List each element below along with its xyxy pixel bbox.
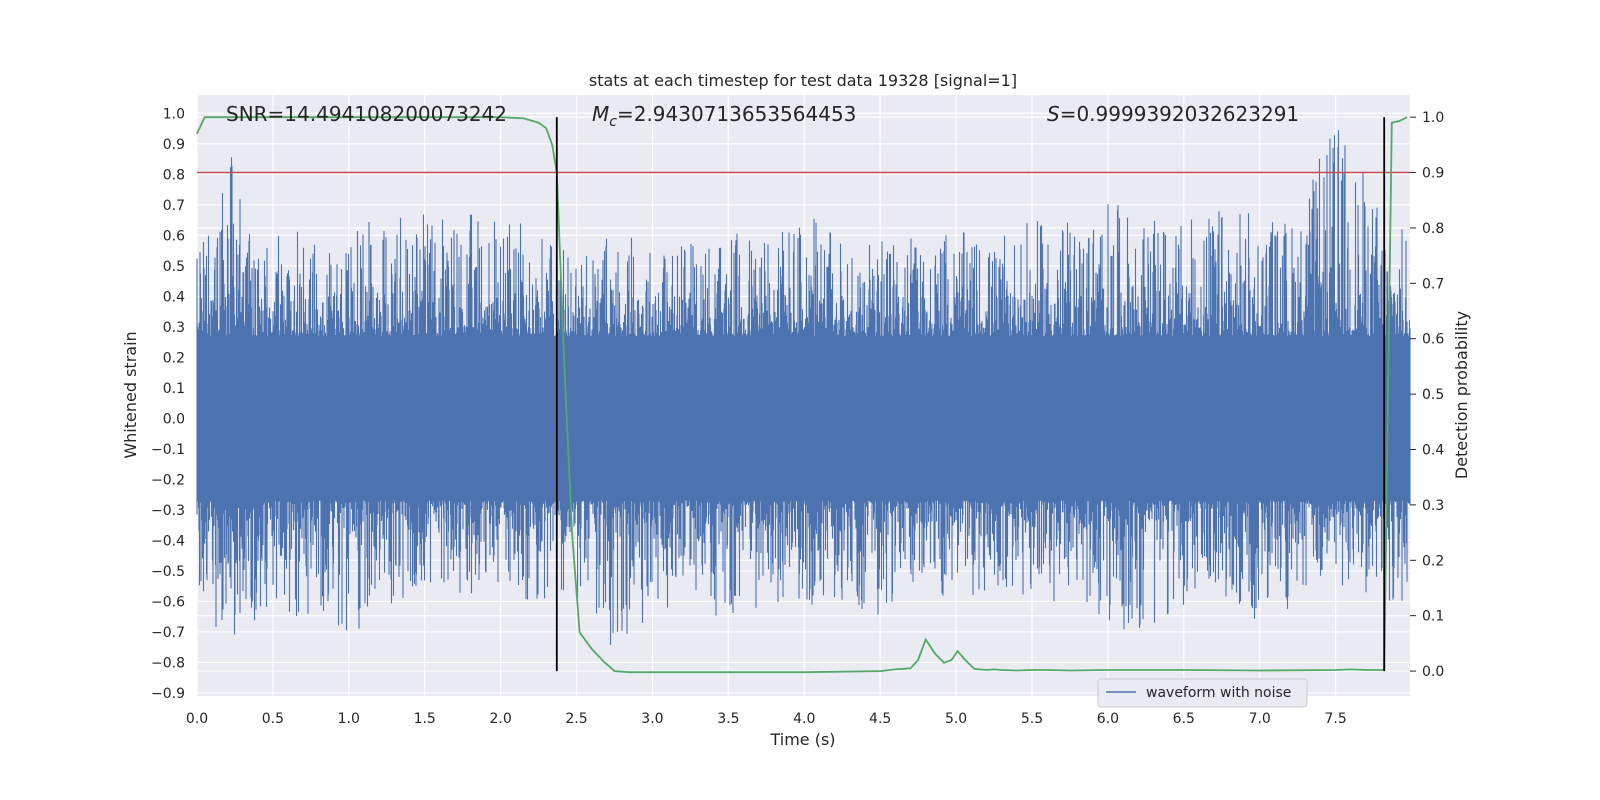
y2-tick-label: 0.4 (1422, 443, 1444, 459)
y-tick-label: 0.4 (163, 289, 185, 305)
x-axis-label: Time (s) (769, 730, 835, 749)
y2-tick-label: 0.2 (1422, 553, 1444, 569)
x-tick-labels: 0.0 0.5 1.0 1.5 2.0 2.5 3.0 3.5 4.0 4.5 5.0 5.5 6.0 6… (186, 711, 1347, 727)
y-tick-label: 0.5 (163, 259, 185, 275)
snr-annotation: SNR=14.494108200073242 (226, 102, 507, 126)
legend: waveform with noise (1097, 678, 1308, 708)
y-tick-label: 0.3 (163, 320, 185, 336)
x-tick-label: 1.0 (338, 711, 360, 727)
detection-probability-line (196, 116, 1408, 674)
score-annotation: S=0.9999392032623291 (1047, 102, 1299, 126)
x-tick-label: 2.5 (565, 711, 587, 727)
x-tick-label: 0.0 (186, 711, 208, 727)
y-tick-label: −0.1 (151, 442, 185, 458)
x-tick-label: 2.0 (489, 711, 511, 727)
y2-tick-label: 0.8 (1422, 221, 1444, 237)
y2-tick-label: 0.7 (1422, 276, 1444, 292)
x-tick-label: 4.0 (793, 711, 815, 727)
y2-tick-labels: 1.0 0.9 0.8 0.7 0.6 0.5 0.4 0.3 0.2 0.1 0.0 (1410, 110, 1444, 680)
x-tick-label: 1.5 (414, 711, 436, 727)
x-tick-label: 4.5 (869, 711, 891, 727)
y2-tick-label: 0.1 (1422, 609, 1444, 625)
y-tick-label: −0.6 (151, 594, 185, 610)
y2-tick-label: 0.0 (1422, 664, 1444, 680)
y-tick-label: −0.2 (151, 472, 185, 488)
y-tick-labels: 1.0 0.9 0.8 0.7 0.6 0.5 0.4 0.3 0.2 0.1 0.0 −0.1 −0.… (151, 106, 185, 702)
y-tick-label: −0.7 (151, 625, 185, 641)
y-tick-label: 0.8 (163, 167, 185, 183)
legend-box (1097, 678, 1308, 708)
x-tick-label: 3.0 (641, 711, 663, 727)
x-tick-label: 7.5 (1324, 711, 1346, 727)
y2-axis-label: Detection probability (1452, 311, 1471, 479)
y-tick-label: −0.3 (151, 503, 185, 519)
x-tick-label: 5.5 (1021, 711, 1043, 727)
y-tick-label: 1.0 (163, 106, 185, 122)
y-tick-label: −0.9 (151, 686, 185, 702)
chart-title: stats at each timestep for test data 193… (589, 71, 1017, 90)
y2-tick-label: 0.3 (1422, 498, 1444, 514)
score-symbol: S (1047, 102, 1060, 126)
x-tick-label: 6.5 (1173, 711, 1195, 727)
y-tick-label: 0.0 (163, 411, 185, 427)
chirp-mass-value: =2.9430713653564453 (617, 102, 856, 126)
y2-tick-label: 0.9 (1422, 166, 1444, 182)
waveform-line (196, 130, 1411, 645)
score-value: =0.9999392032623291 (1060, 102, 1299, 126)
series-layer (196, 116, 1411, 674)
y-axis-label: Whitened strain (121, 331, 140, 458)
y-tick-label: 0.6 (163, 228, 185, 244)
y-tick-label: 0.7 (163, 198, 185, 214)
x-tick-label: 6.0 (1097, 711, 1119, 727)
y2-tick-label: 0.5 (1422, 387, 1444, 403)
x-tick-label: 5.0 (945, 711, 967, 727)
x-tick-label: 3.5 (717, 711, 739, 727)
chirp-mass-subscript: c (609, 114, 617, 130)
y-tick-label: 0.1 (163, 381, 185, 397)
y2-tick-label: 1.0 (1422, 110, 1444, 126)
y-tick-label: −0.5 (151, 564, 185, 580)
chirp-mass-symbol: M (592, 102, 609, 126)
y2-tick-label: 0.6 (1422, 332, 1444, 348)
x-tick-label: 7.0 (1249, 711, 1271, 727)
y-tick-label: −0.8 (151, 655, 185, 671)
y-tick-label: −0.4 (151, 533, 185, 549)
y-tick-label: 0.9 (163, 137, 185, 153)
y-tick-label: 0.2 (163, 350, 185, 366)
legend-label-waveform: waveform with noise (1146, 685, 1291, 701)
x-tick-label: 0.5 (262, 711, 284, 727)
chirp-mass-annotation: Mc=2.9430713653564453 (592, 102, 856, 130)
